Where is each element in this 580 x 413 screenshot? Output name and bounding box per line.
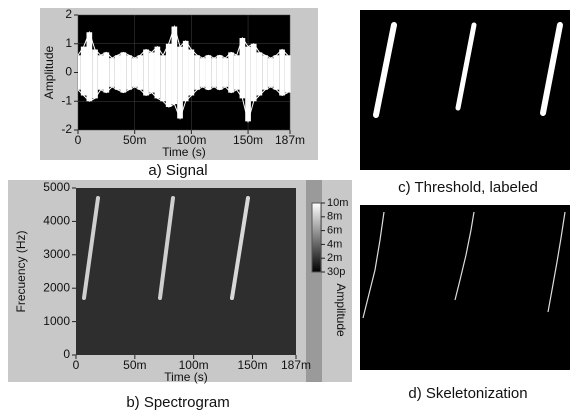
signal-line: [77, 24, 289, 59]
colorbar-tick-label: 10m: [327, 197, 348, 209]
signal-band: [233, 55, 240, 90]
signal-band: [160, 55, 166, 102]
signal-band: [177, 46, 183, 119]
threshold-image: [360, 10, 570, 170]
x-tick-label: 100m: [179, 358, 209, 372]
x-tick-label: 187m: [275, 133, 305, 147]
signal-band: [211, 58, 217, 87]
signal-band: [256, 52, 263, 96]
signal-band: [126, 55, 132, 90]
signal-band: [154, 46, 161, 99]
streak: [82, 196, 100, 300]
colorbar-label: Amplitude: [334, 283, 348, 337]
caption: a) Signal: [148, 162, 207, 179]
streak: [230, 196, 250, 300]
signal-band: [171, 26, 178, 105]
signal-band: [165, 43, 172, 107]
x-tick-label: 0: [73, 358, 80, 372]
colorbar-tick-label: 8m: [327, 211, 342, 223]
signal-band: [273, 55, 280, 90]
colorbar-tick-label: 2m: [327, 252, 342, 264]
y-axis-label: Amplitude: [42, 46, 56, 100]
y-tick-label: 4000: [43, 214, 70, 228]
skeleton-image: [360, 205, 570, 370]
caption: d) Skeletonization: [408, 385, 527, 402]
signal-band: [97, 55, 104, 90]
y-tick-label: 0: [63, 347, 70, 361]
x-tick-label: 50m: [123, 358, 146, 372]
signal-band: [216, 55, 223, 90]
signal-band: [120, 52, 127, 93]
signal-band: [262, 55, 268, 90]
signal-band: [250, 43, 257, 102]
signal-band: [114, 55, 121, 90]
skeleton: [547, 211, 566, 313]
x-tick-label: 187m: [281, 358, 311, 372]
colorbar: [311, 202, 322, 273]
signal-band: [92, 49, 98, 99]
blob: [373, 22, 397, 118]
colorbar-tick-label: 4m: [327, 238, 342, 250]
signal-band: [205, 55, 212, 90]
signal-band: [137, 55, 144, 90]
skeleton: [362, 211, 385, 319]
signal-band: [284, 55, 291, 93]
y-tick-label: 2: [65, 7, 72, 21]
signal-band: [267, 58, 274, 87]
signal-band: [109, 58, 115, 87]
caption: c) Threshold, labeled: [398, 179, 538, 196]
y-tick-label: 3000: [43, 247, 70, 261]
blob: [540, 22, 563, 116]
streak: [158, 196, 175, 300]
signal-band: [131, 58, 138, 87]
y-tick-label: -2: [61, 122, 72, 136]
y-tick-label: 5000: [43, 180, 70, 194]
spectrogram-streaks: [82, 196, 250, 300]
colorbar-tick-label: 6m: [327, 225, 342, 237]
caption: b) Spectrogram: [126, 394, 229, 411]
signal-band: [222, 58, 229, 87]
x-tick-label: 150m: [237, 358, 267, 372]
blob: [455, 22, 477, 111]
threshold-blobs: [373, 22, 563, 118]
signal-band: [188, 49, 195, 96]
x-tick-label: 0: [75, 133, 82, 147]
x-axis-label: Time (s): [162, 145, 206, 159]
y-tick-label: 0: [65, 65, 72, 79]
signal-band: [78, 55, 81, 90]
signal-band: [279, 49, 285, 96]
signal-band: [80, 46, 87, 96]
x-tick-label: 50m: [123, 133, 146, 147]
signal-line: [77, 86, 288, 124]
y-tick-label: -1: [61, 93, 72, 107]
signal-band: [194, 55, 200, 90]
signal-band: [245, 46, 251, 122]
y-tick-label: 2000: [43, 280, 70, 294]
signal-band: [148, 52, 155, 93]
skeleton: [454, 211, 475, 301]
y-tick-label: 1: [65, 36, 72, 50]
signal-band: [239, 38, 246, 99]
signal-band: [103, 52, 110, 93]
signal-band: [228, 52, 234, 93]
signal-band: [86, 32, 93, 102]
y-axis-label: Frecuency (Hz): [14, 230, 28, 312]
signal-band: [182, 40, 189, 102]
y-tick-label: 1000: [43, 314, 70, 328]
skeleton-lines: [362, 211, 566, 319]
signal-band: [199, 58, 206, 87]
spectrogram-image: [76, 188, 296, 355]
x-axis-label: Time (s): [164, 370, 208, 384]
x-tick-label: 100m: [176, 133, 206, 147]
signal-band: [143, 49, 149, 96]
x-tick-label: 150m: [233, 133, 263, 147]
colorbar-tick-label: 30p: [327, 266, 345, 278]
